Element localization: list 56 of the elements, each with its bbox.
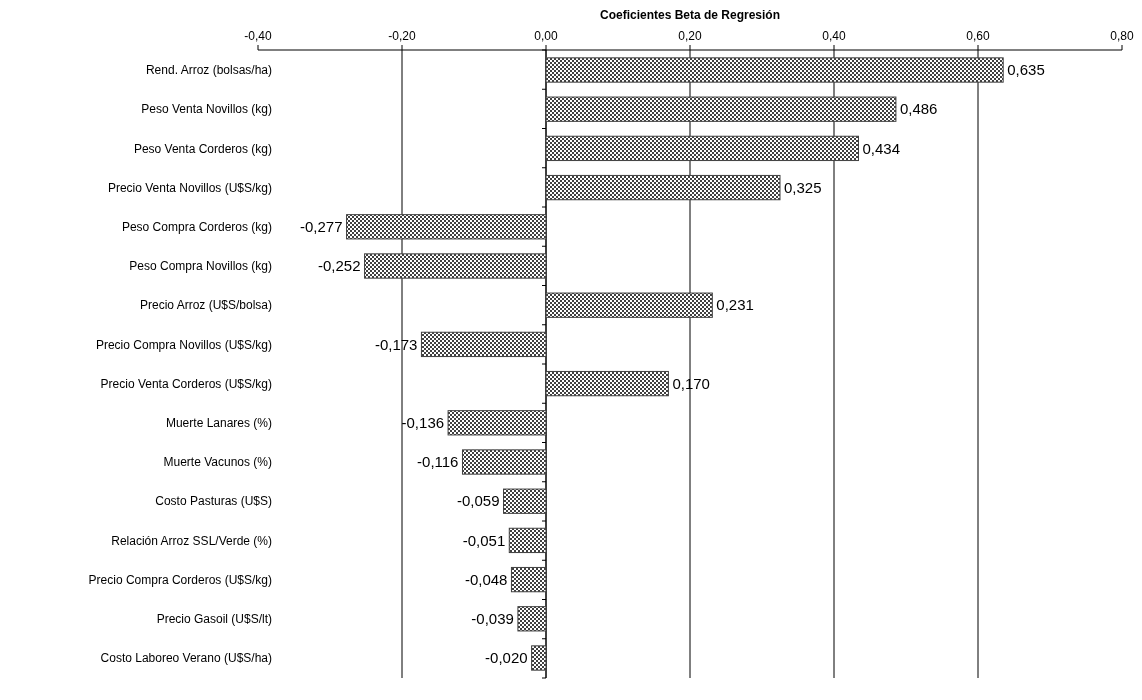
y-tick-label: Precio Compra Corderos (U$S/kg) bbox=[88, 572, 272, 587]
data-label: -0,048 bbox=[464, 570, 508, 588]
y-tick-label: Costo Pasturas (U$S) bbox=[155, 494, 272, 509]
bar bbox=[545, 135, 859, 162]
x-tick-label: 0,40 bbox=[822, 29, 846, 43]
data-label: -0,277 bbox=[300, 218, 343, 236]
y-tick-label: Precio Venta Novillos (U$S/kg) bbox=[107, 180, 272, 195]
x-tick-label: -0,40 bbox=[244, 29, 272, 43]
x-axis-title: Coeficientes Beta de Regresión bbox=[599, 8, 781, 22]
bar bbox=[545, 57, 1004, 83]
x-tick-label: -0,20 bbox=[388, 29, 416, 43]
y-tick-label: Peso Venta Novillos (kg) bbox=[141, 102, 272, 117]
data-label: -0,051 bbox=[462, 531, 506, 549]
y-tick-label: Precio Arroz (U$S/bolsa) bbox=[139, 298, 272, 313]
data-label: -0,020 bbox=[485, 649, 528, 667]
bar bbox=[531, 645, 547, 671]
y-tick-label: Precio Compra Novillos (U$S/kg) bbox=[95, 337, 272, 352]
y-tick-label: Muerte Lanares (%) bbox=[165, 416, 272, 430]
bar bbox=[508, 527, 547, 554]
data-label: 0,635 bbox=[1007, 61, 1045, 79]
bar bbox=[447, 410, 547, 436]
data-label: -0,116 bbox=[417, 453, 459, 471]
y-tick-label: Rend. Arroz (bolsas/ha) bbox=[145, 63, 272, 78]
x-tick-label: 0,80 bbox=[1110, 29, 1134, 43]
data-label: -0,059 bbox=[456, 492, 500, 510]
y-tick-label: Peso Venta Corderos (kg) bbox=[133, 141, 272, 156]
bar bbox=[510, 566, 547, 593]
bar bbox=[364, 253, 547, 279]
y-tick-label: Relación Arroz SSL/Verde (%) bbox=[111, 533, 272, 548]
bar bbox=[545, 96, 897, 122]
x-tick-label: 0,00 bbox=[534, 29, 558, 43]
x-tick-label: 0,20 bbox=[678, 29, 702, 43]
y-tick-label: Peso Compra Novillos (kg) bbox=[129, 259, 272, 274]
y-tick-label: Precio Venta Corderos (U$S/kg) bbox=[100, 376, 272, 391]
data-label: -0,039 bbox=[471, 610, 514, 628]
bar bbox=[517, 606, 547, 632]
data-label: 0,325 bbox=[784, 178, 822, 196]
data-label: -0,173 bbox=[374, 335, 418, 353]
y-tick-label: Precio Gasoil (U$S/lt) bbox=[156, 612, 272, 627]
x-tick-label: 0,60 bbox=[966, 29, 990, 43]
y-tick-label: Costo Laboreo Verano (U$S/ha) bbox=[100, 651, 272, 666]
data-label: -0,252 bbox=[318, 257, 361, 275]
data-label: 0,434 bbox=[862, 139, 901, 157]
bar bbox=[545, 292, 713, 318]
bar bbox=[461, 449, 547, 475]
data-label: 0,231 bbox=[716, 296, 754, 314]
y-tick-label: Peso Compra Corderos (kg) bbox=[121, 220, 272, 234]
bar bbox=[346, 214, 547, 240]
y-tick-label: Muerte Vacunos (%) bbox=[163, 455, 272, 470]
data-label: -0,136 bbox=[401, 414, 445, 432]
data-label: 0,486 bbox=[899, 100, 938, 118]
bar bbox=[545, 370, 669, 397]
bar bbox=[545, 174, 781, 201]
data-label: 0,170 bbox=[672, 374, 710, 392]
bar bbox=[503, 488, 547, 514]
bar bbox=[420, 331, 547, 358]
